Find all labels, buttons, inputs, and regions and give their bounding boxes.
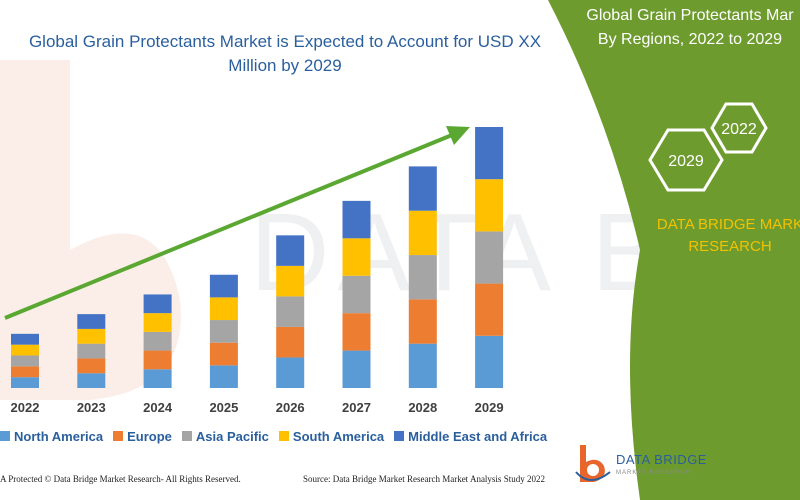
bar-2027-north-america [342, 350, 371, 388]
bar-2024-asia-pacific [143, 331, 172, 351]
panel-title-line2: By Regions, 2022 to 2029 [597, 31, 783, 48]
hexagon-2029-icon: 2029 [648, 128, 724, 192]
bars-layer [11, 127, 504, 388]
x-tick-label-2028: 2028 [408, 400, 437, 415]
bar-2022-asia-pacific [11, 355, 39, 367]
legend-swatch [0, 431, 10, 441]
bar-2028-europe [408, 299, 437, 344]
legend-item-middle-east-and-africa: Middle East and Africa [394, 429, 547, 444]
bar-2023-asia-pacific [77, 343, 106, 359]
bar-2025-asia-pacific [209, 320, 238, 343]
x-axis-ticks: 2022 2023 2024 2025 2026 2027 2028 2029 [11, 400, 504, 415]
brand-line2: RESEARCH [688, 238, 772, 255]
copyright-text: A Protected © Data Bridge Market Researc… [0, 474, 241, 484]
bar-2026-south-america [276, 265, 305, 297]
bar-2024-south-america [143, 313, 172, 332]
bar-2028-north-america [408, 343, 437, 388]
legend-swatch [278, 431, 289, 441]
bar-2025-europe [209, 342, 238, 366]
logo-subtext: MARKET RESEARCH [616, 470, 691, 476]
bar-2023-middle-east-and-africa [77, 314, 106, 329]
bar-2028-middle-east-and-africa [408, 166, 437, 211]
bar-2022-middle-east-and-africa [11, 333, 39, 345]
legend-label: South America [292, 428, 385, 444]
legend-item-north-america: North America [0, 429, 103, 444]
bar-2023-north-america [77, 373, 106, 388]
bar-2027-middle-east-and-africa [342, 200, 371, 239]
source-text: Source: Data Bridge Market Research Mark… [303, 474, 545, 484]
bar-2024-north-america [143, 369, 172, 388]
bar-2026-middle-east-and-africa [276, 235, 305, 266]
bar-2029-south-america [475, 179, 504, 232]
bar-2027-south-america [342, 238, 371, 276]
bar-2028-asia-pacific [408, 255, 437, 300]
legend-item-asia-pacific: Asia Pacific [181, 428, 269, 444]
hex-label-2029: 2029 [668, 153, 704, 170]
panel-title-line1: Global Grain Protectants Mar [586, 7, 794, 24]
bar-2028-south-america [408, 210, 437, 256]
bar-2026-europe [276, 326, 305, 358]
bar-2025-south-america [209, 297, 238, 321]
logo-text: DATA BRIDGE [616, 452, 707, 467]
hexagon-2022-icon: 2022 [710, 102, 768, 154]
brand-text: DATA BRIDGE MARK RESEARCH [640, 214, 800, 258]
bar-2027-europe [342, 313, 371, 351]
bar-2022-south-america [11, 344, 39, 356]
brand-line1: DATA BRIDGE MARK [656, 216, 800, 233]
x-tick-label-2023: 2023 [77, 400, 106, 415]
bar-2026-asia-pacific [276, 296, 305, 327]
bar-2024-europe [143, 350, 172, 370]
logo-icon [575, 445, 611, 482]
trend-arrow [4, 126, 470, 320]
legend-item-south-america: South America [278, 428, 385, 444]
bar-2025-north-america [209, 365, 238, 388]
bar-2029-north-america [475, 335, 504, 388]
x-tick-label-2025: 2025 [209, 400, 238, 415]
x-tick-label-2027: 2027 [342, 400, 371, 415]
legend-label: Middle East and Africa [408, 428, 548, 444]
legend-label: Europe [127, 428, 172, 444]
panel-title: Global Grain Protectants Mar By Regions,… [560, 4, 800, 52]
legend-label: Asia Pacific [195, 428, 269, 444]
legend-label: North America [14, 428, 104, 444]
bar-2025-middle-east-and-africa [209, 274, 238, 298]
chart-title: Global Grain Protectants Market is Expec… [28, 32, 542, 75]
x-tick-label-2026: 2026 [276, 400, 305, 415]
bar-2029-europe [475, 283, 504, 336]
legend-swatch [394, 431, 405, 441]
right-green-panel [548, 0, 800, 500]
bar-2029-asia-pacific [475, 231, 504, 284]
legend-swatch [181, 431, 192, 441]
bar-2029-middle-east-and-africa [475, 127, 504, 180]
x-tick-label-2029: 2029 [475, 400, 504, 415]
chart-legend: North America Europe Asia Pacific South Ame… [0, 427, 557, 445]
x-tick-label-2022: 2022 [11, 400, 40, 415]
bar-2023-europe [77, 358, 106, 374]
bar-2022-north-america [11, 377, 39, 388]
bar-2027-asia-pacific [342, 275, 371, 314]
x-tick-label-2024: 2024 [143, 400, 173, 415]
bar-2022-europe [11, 366, 39, 378]
bar-2024-middle-east-and-africa [143, 294, 172, 314]
legend-swatch [113, 431, 124, 441]
watermark-logo [0, 60, 181, 400]
legend-item-europe: Europe [113, 429, 172, 444]
bar-2023-south-america [77, 328, 106, 344]
hex-label-2022: 2022 [721, 121, 757, 138]
bar-2026-north-america [276, 357, 305, 388]
